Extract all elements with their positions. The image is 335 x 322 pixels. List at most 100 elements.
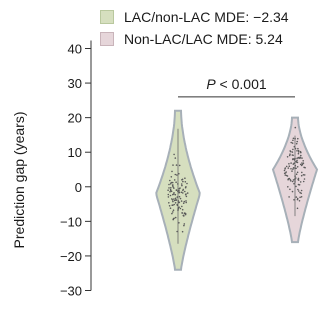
violin-point-1 <box>177 209 179 211</box>
legend-item-nonlac: Non-LAC/LAC MDE: 5.24 <box>100 28 289 50</box>
violin-point-2 <box>283 172 286 175</box>
violin-point-1 <box>168 205 171 207</box>
violin-point-1 <box>183 224 185 227</box>
violin-point-2 <box>284 167 287 169</box>
violin-point-2 <box>292 148 294 151</box>
violin-point-2 <box>294 137 296 140</box>
violin-point-2 <box>299 157 302 159</box>
violin-point-2 <box>297 177 300 180</box>
violin-point-2 <box>297 147 299 150</box>
violin-point-1 <box>170 176 173 178</box>
violin-point-1 <box>179 207 182 210</box>
legend-item-lac: LAC/non-LAC MDE: −2.34 <box>100 6 289 28</box>
violin-point-1 <box>182 202 185 204</box>
violin-point-1 <box>175 164 178 166</box>
violin-point-1 <box>176 230 178 233</box>
violin-point-2 <box>293 182 295 185</box>
violin-point-2 <box>288 163 290 165</box>
violin-point-2 <box>295 196 298 198</box>
violin-point-1 <box>172 218 174 221</box>
legend-label-nonlac: Non-LAC/LAC MDE: 5.24 <box>124 31 283 47</box>
violin-point-2 <box>297 183 300 186</box>
violin-point-2 <box>291 151 294 153</box>
y-tick-label: −30 <box>60 284 82 299</box>
violin-point-1 <box>178 172 180 175</box>
violin-point-2 <box>300 164 303 167</box>
violin-point-1 <box>172 164 174 166</box>
violin-point-1 <box>169 183 172 185</box>
violin-point-1 <box>181 230 184 233</box>
violin-point-1 <box>172 200 174 203</box>
y-tick-label: 40 <box>68 42 82 57</box>
violin-point-2 <box>290 141 293 144</box>
violin-point-2 <box>294 147 297 150</box>
violin-point-2 <box>299 150 302 153</box>
violin-point-2 <box>299 196 301 199</box>
violin-point-2 <box>296 166 299 168</box>
violin-point-1 <box>176 203 178 206</box>
violin-point-2 <box>288 177 291 180</box>
violin-point-1 <box>171 170 173 173</box>
violin-point-1 <box>173 203 175 206</box>
violin-point-1 <box>174 193 177 196</box>
violin-point-2 <box>293 162 296 164</box>
violin-point-1 <box>174 173 177 176</box>
violin-point-2 <box>295 173 298 175</box>
violin-point-1 <box>170 190 173 193</box>
violin-point-1 <box>181 184 183 187</box>
violin-point-2 <box>292 139 294 142</box>
violin-point-1 <box>178 164 181 167</box>
violin-point-2 <box>302 174 305 176</box>
violin-point-1 <box>173 198 175 200</box>
violin-point-2 <box>289 188 291 191</box>
violin-point-1 <box>172 204 174 206</box>
violin-point-1 <box>178 201 181 204</box>
violin-point-1 <box>171 181 174 184</box>
violin-point-2 <box>288 165 291 167</box>
violin-point-1 <box>178 222 180 224</box>
violin-point-1 <box>178 195 181 198</box>
violin-point-1 <box>179 197 182 200</box>
y-tick-label: 30 <box>68 76 82 91</box>
violin-point-2 <box>294 167 296 169</box>
violin-point-2 <box>293 199 295 201</box>
violin-point-1 <box>167 193 170 196</box>
y-tick-label: −20 <box>60 249 82 264</box>
y-tick-label: −10 <box>60 214 82 229</box>
violin-point-2 <box>292 179 295 181</box>
violin-point-2 <box>285 165 288 168</box>
violin-point-1 <box>172 193 174 196</box>
violin-point-2 <box>293 145 296 148</box>
y-tick-label: 0 <box>75 180 82 195</box>
violin-point-2 <box>302 160 305 162</box>
violin-point-1 <box>174 216 177 219</box>
violin-point-2 <box>296 159 298 162</box>
violin-point-1 <box>178 206 180 208</box>
violin-point-1 <box>177 200 180 202</box>
violin-point-1 <box>167 189 169 191</box>
violin-point-1 <box>186 192 189 194</box>
violin-point-1 <box>169 188 172 191</box>
violin-point-2 <box>294 181 296 183</box>
violin-point-2 <box>300 174 303 177</box>
violin-point-1 <box>178 191 181 193</box>
violin-point-1 <box>173 153 175 156</box>
violin-point-1 <box>180 191 183 194</box>
violin-point-1 <box>174 197 177 200</box>
violin-point-1 <box>180 183 183 185</box>
violin-point-2 <box>288 154 291 157</box>
violin-point-2 <box>295 185 297 188</box>
violin-point-2 <box>293 159 296 161</box>
legend-swatch-lac <box>100 10 114 24</box>
violin-point-2 <box>296 207 299 210</box>
legend: LAC/non-LAC MDE: −2.34 Non-LAC/LAC MDE: … <box>100 6 289 50</box>
violin-point-1 <box>168 187 170 189</box>
violin-point-2 <box>300 189 303 192</box>
violin-point-2 <box>291 170 293 172</box>
violin-point-1 <box>168 183 170 186</box>
violin-point-2 <box>301 162 303 164</box>
violin-point-2 <box>297 190 300 192</box>
violin-point-1 <box>186 182 188 185</box>
violin-point-2 <box>292 137 295 140</box>
